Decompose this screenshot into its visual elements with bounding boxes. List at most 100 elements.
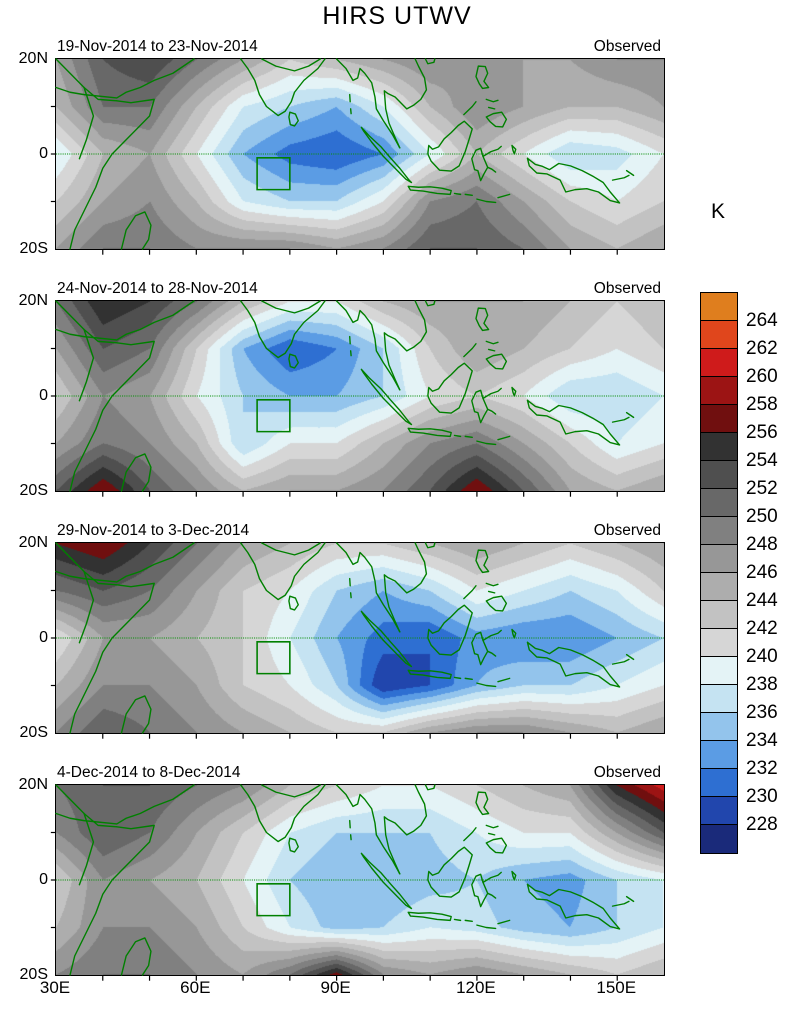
colorbar-cell	[701, 545, 737, 573]
coastline	[488, 167, 496, 172]
coastline	[477, 199, 496, 202]
coastline	[483, 630, 501, 640]
colorbar	[700, 292, 738, 854]
coastline	[465, 194, 472, 195]
coastline	[498, 678, 510, 681]
y-axis-label: 20N	[18, 776, 48, 793]
coastline	[361, 611, 411, 666]
coastline	[408, 670, 451, 678]
colorbar-cell	[701, 517, 737, 545]
coastline	[70, 99, 154, 249]
y-axis-label: 20S	[19, 966, 48, 983]
coastline	[464, 344, 476, 357]
coastline	[477, 683, 496, 686]
colorbar-tick-label: 258	[746, 394, 778, 415]
coastline	[483, 146, 501, 156]
coastline	[56, 543, 194, 582]
y-axis-label: 20N	[18, 50, 48, 67]
coastline	[454, 435, 460, 436]
colorbar-cell	[701, 741, 737, 769]
study-region-box	[257, 642, 290, 674]
coastline	[477, 441, 496, 444]
colorbar-tick-label: 264	[746, 310, 778, 331]
coastline	[56, 785, 194, 824]
coastline	[489, 349, 495, 350]
colorbar-tick-label: 250	[746, 506, 778, 527]
coastline	[627, 413, 634, 418]
coastline	[241, 543, 325, 600]
coastline	[512, 387, 516, 396]
coastline	[121, 454, 150, 491]
coastline	[613, 175, 629, 180]
y-axis-label: 0	[39, 387, 48, 404]
coastline	[512, 145, 516, 154]
coastline	[121, 696, 150, 733]
colorbar-tick-label: 244	[746, 590, 778, 611]
panel-4-map-overlay	[56, 785, 664, 975]
coastline	[486, 825, 498, 827]
coastline	[428, 847, 472, 897]
y-axis-label: 0	[39, 145, 48, 162]
x-axis-label: 120E	[456, 978, 496, 997]
coastline	[408, 912, 451, 920]
coastline	[476, 550, 489, 572]
colorbar-tick-label: 260	[746, 366, 778, 387]
coastline	[56, 301, 194, 340]
colorbar-tick-label: 240	[746, 646, 778, 667]
coastline	[79, 88, 93, 159]
coastline	[70, 583, 154, 733]
colorbar-tick-label: 252	[746, 478, 778, 499]
panel-1: 19-Nov-2014 to 23-Nov-2014 Observed 20N 0…	[19, 38, 665, 257]
coastline	[337, 59, 400, 148]
coastline	[489, 833, 495, 834]
coastline	[627, 171, 634, 176]
coastline	[486, 354, 506, 369]
y-axis-label: 0	[39, 871, 48, 888]
coastline	[79, 814, 93, 885]
colorbar-tick-label: 246	[746, 562, 778, 583]
coastline	[56, 59, 194, 98]
panel-3-map-overlay	[56, 543, 664, 733]
panel-2: 24-Nov-2014 to 28-Nov-2014 Observed 20N 0…	[19, 280, 665, 499]
coastline	[472, 390, 488, 422]
y-axis-label: 20N	[18, 292, 48, 309]
colorbar-tick-label: 232	[746, 758, 778, 779]
coastline	[498, 194, 510, 197]
coastline	[428, 605, 472, 655]
coastline	[337, 543, 400, 632]
y-axis-label: 20S	[19, 482, 48, 499]
colorbar-cell	[701, 657, 737, 685]
coastline	[241, 59, 325, 116]
y-axis-label: 0	[39, 629, 48, 646]
coastline	[512, 629, 516, 638]
colorbar-tick-label: 262	[746, 338, 778, 359]
panel-3-map: 20N 0 20S	[19, 534, 665, 741]
panel-4-date-label: 4-Dec-2014 to 8-Dec-2014	[57, 764, 241, 781]
coastline	[79, 572, 93, 643]
coastline	[527, 400, 619, 445]
coastline	[337, 785, 400, 874]
coastline	[454, 919, 460, 920]
x-axis-label: 60E	[180, 978, 211, 997]
coastline	[472, 148, 488, 180]
coastline	[384, 785, 426, 874]
coastline	[465, 678, 472, 679]
coastline	[384, 59, 426, 148]
colorbar-tick-label: 256	[746, 422, 778, 443]
coastline	[262, 785, 320, 797]
study-region-box	[257, 158, 290, 190]
colorbar-cell	[701, 433, 737, 461]
panel-4-header: 4-Dec-2014 to 8-Dec-2014 Observed	[55, 764, 663, 784]
coastline	[486, 99, 498, 101]
panel-1-map-overlay	[56, 59, 664, 249]
coastline	[425, 543, 434, 548]
coastline	[289, 354, 298, 368]
panel-2-header: 24-Nov-2014 to 28-Nov-2014 Observed	[55, 280, 663, 300]
colorbar-cell	[701, 797, 737, 825]
colorbar-cell	[701, 321, 737, 349]
panel-3-header: 29-Nov-2014 to 3-Dec-2014 Observed	[55, 522, 663, 542]
colorbar-tick-label: 248	[746, 534, 778, 555]
panel-1-map: 20N 0 20S	[19, 50, 665, 257]
colorbar-cell	[701, 685, 737, 713]
